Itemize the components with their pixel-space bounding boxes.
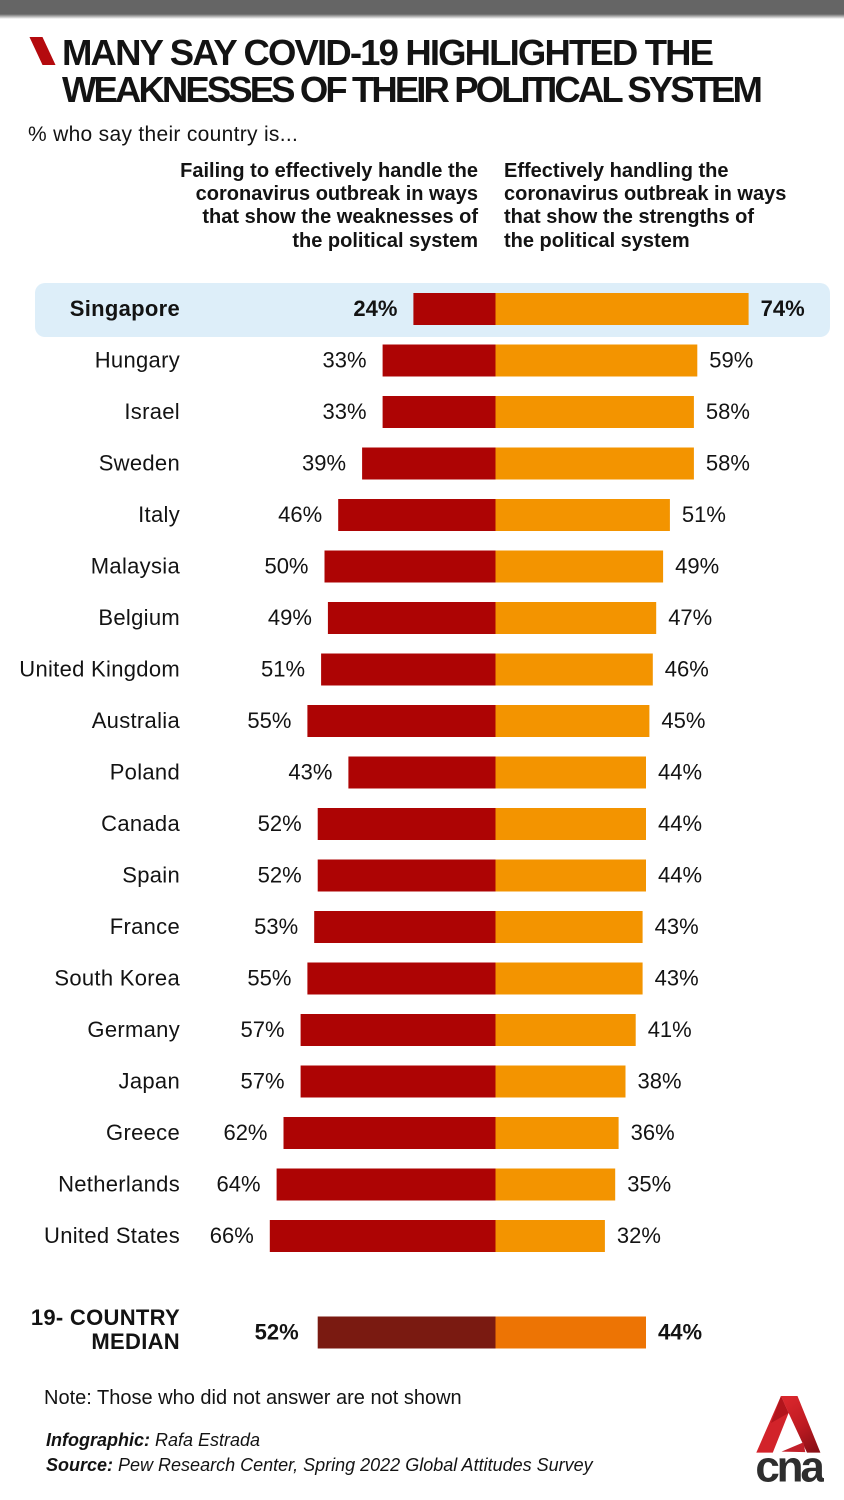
svg-text:Greece: Greece: [106, 1120, 180, 1145]
svg-text:33%: 33%: [323, 348, 367, 373]
svg-text:36%: 36%: [631, 1120, 675, 1145]
svg-text:South Korea: South Korea: [54, 966, 180, 991]
svg-text:Singapore: Singapore: [70, 296, 180, 321]
svg-text:49%: 49%: [675, 554, 719, 579]
svg-text:58%: 58%: [706, 451, 750, 476]
svg-text:46%: 46%: [278, 502, 322, 527]
svg-text:United States: United States: [44, 1223, 180, 1248]
svg-text:53%: 53%: [254, 914, 298, 939]
svg-text:66%: 66%: [210, 1223, 254, 1248]
svg-text:45%: 45%: [661, 708, 705, 733]
svg-text:55%: 55%: [247, 708, 291, 733]
svg-text:Germany: Germany: [87, 1017, 180, 1042]
svg-text:52%: 52%: [258, 863, 302, 888]
svg-text:58%: 58%: [706, 399, 750, 424]
svg-text:43%: 43%: [288, 760, 332, 785]
svg-text:57%: 57%: [241, 1017, 285, 1042]
svg-text:38%: 38%: [638, 1069, 682, 1094]
svg-text:Canada: Canada: [101, 811, 180, 836]
svg-text:43%: 43%: [655, 966, 699, 991]
svg-text:47%: 47%: [668, 605, 712, 630]
svg-text:19- COUNTRY: 19- COUNTRY: [31, 1305, 180, 1330]
svg-text:49%: 49%: [268, 605, 312, 630]
svg-text:Netherlands: Netherlands: [58, 1172, 180, 1197]
svg-text:Australia: Australia: [92, 708, 181, 733]
svg-text:32%: 32%: [617, 1223, 661, 1248]
svg-text:59%: 59%: [709, 348, 753, 373]
svg-text:Italy: Italy: [138, 502, 180, 527]
svg-text:33%: 33%: [323, 399, 367, 424]
svg-text:46%: 46%: [665, 657, 709, 682]
svg-text:Israel: Israel: [124, 399, 180, 424]
svg-text:44%: 44%: [658, 1320, 702, 1345]
svg-text:Belgium: Belgium: [98, 605, 180, 630]
svg-text:50%: 50%: [264, 554, 308, 579]
svg-text:France: France: [110, 914, 180, 939]
svg-text:Japan: Japan: [119, 1069, 180, 1094]
svg-text:39%: 39%: [302, 451, 346, 476]
svg-text:55%: 55%: [247, 966, 291, 991]
svg-text:44%: 44%: [658, 811, 702, 836]
svg-text:35%: 35%: [627, 1172, 671, 1197]
svg-text:Hungary: Hungary: [95, 348, 180, 373]
svg-text:52%: 52%: [258, 811, 302, 836]
svg-text:44%: 44%: [658, 863, 702, 888]
svg-text:44%: 44%: [658, 760, 702, 785]
svg-text:57%: 57%: [241, 1069, 285, 1094]
svg-text:62%: 62%: [223, 1120, 267, 1145]
svg-text:United Kingdom: United Kingdom: [19, 657, 180, 682]
svg-text:Poland: Poland: [110, 760, 180, 785]
svg-text:cna: cna: [755, 1443, 824, 1486]
svg-text:51%: 51%: [261, 657, 305, 682]
svg-text:24%: 24%: [353, 296, 397, 321]
svg-text:52%: 52%: [255, 1320, 299, 1345]
svg-text:74%: 74%: [761, 296, 805, 321]
svg-text:Spain: Spain: [122, 863, 180, 888]
svg-text:MEDIAN: MEDIAN: [91, 1329, 180, 1354]
svg-text:51%: 51%: [682, 502, 726, 527]
svg-text:Sweden: Sweden: [99, 451, 180, 476]
svg-text:64%: 64%: [217, 1172, 261, 1197]
svg-text:43%: 43%: [655, 914, 699, 939]
svg-text:41%: 41%: [648, 1017, 692, 1042]
svg-text:Malaysia: Malaysia: [91, 554, 181, 579]
